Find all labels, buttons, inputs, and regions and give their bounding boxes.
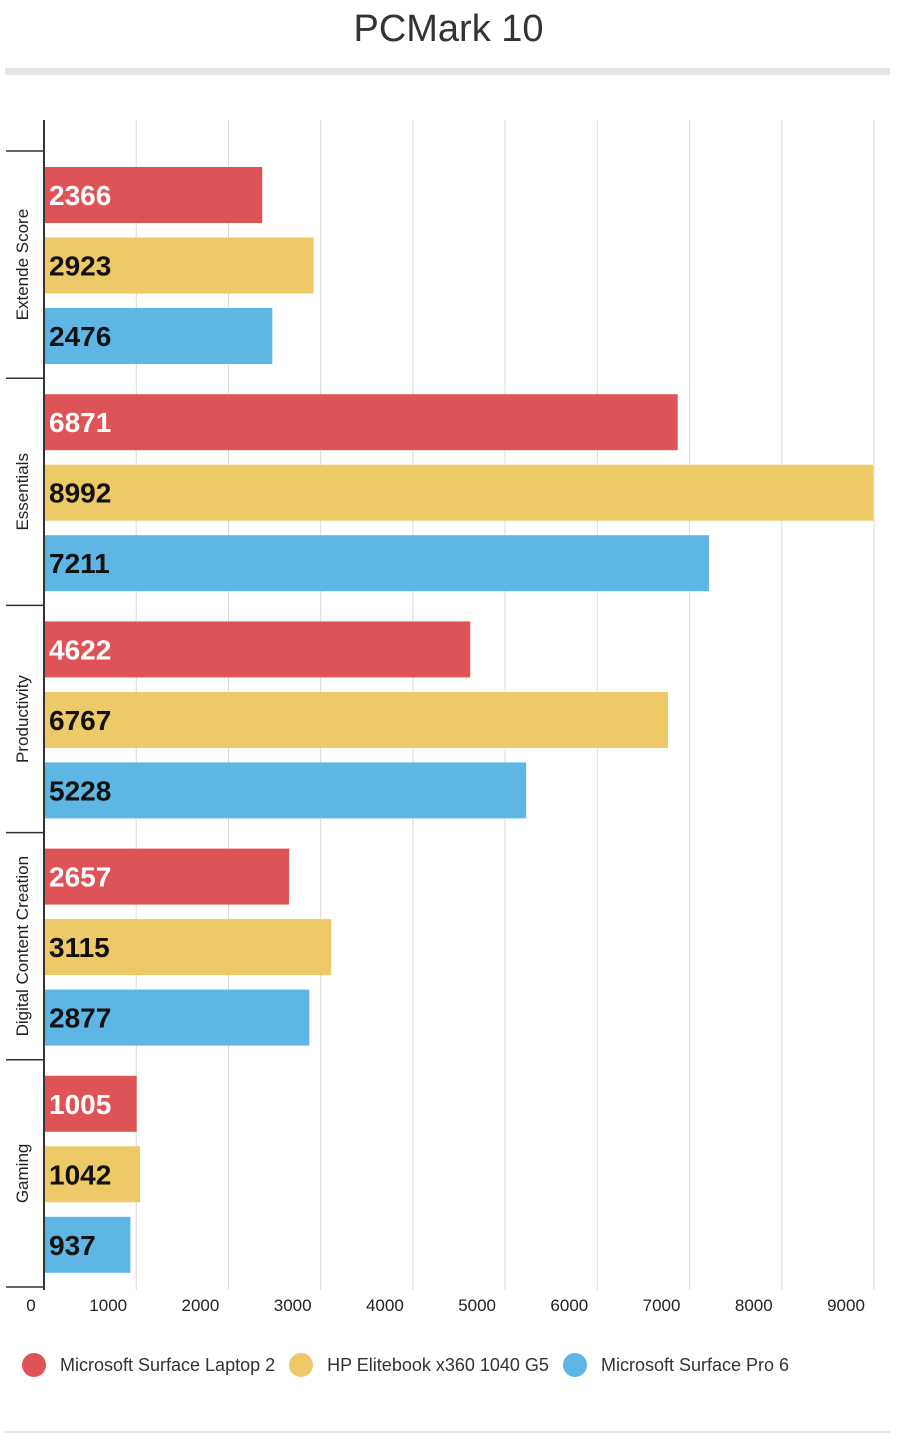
bar-value-label: 3115 [49,932,110,963]
category-label: Extende Score [13,209,32,321]
bar [44,621,471,678]
bar-value-label: 2476 [49,321,111,352]
bar [44,308,273,364]
bar-value-label: 2923 [49,251,111,282]
bar [44,1146,141,1203]
x-tick-label: 4000 [366,1296,404,1315]
x-tick-label: 6000 [550,1296,588,1315]
category-label: Essentials [13,453,32,530]
bar [44,762,527,819]
bar [44,535,710,592]
bar [44,848,290,905]
bar [44,464,874,521]
bar-value-label: 7211 [49,548,110,579]
x-tick-label: 5000 [458,1296,496,1315]
category-label: Productivity [13,675,32,763]
legend-item-surface-laptop-2[interactable]: Microsoft Surface Laptop 2 [22,1353,275,1377]
x-tick-label: 9000 [827,1296,865,1315]
category-label: Gaming [13,1144,32,1204]
x-tick-label: 2000 [182,1296,220,1315]
bottom-divider [5,1431,890,1433]
bar [44,394,678,451]
x-tick-label: 0 [26,1296,35,1315]
x-tick-label: 3000 [274,1296,312,1315]
legend-item-surface-pro-6[interactable]: Microsoft Surface Pro 6 [562,1353,790,1377]
bar-value-label: 8992 [49,478,111,509]
legend: Microsoft Surface Laptop 2 HP Elitebook … [22,1353,803,1377]
bar-value-label: 5228 [49,775,111,806]
chart-title: PCMark 10 [353,8,544,50]
legend-dot [289,1353,314,1377]
bar-value-label: 1042 [49,1159,111,1190]
title-divider [5,68,890,75]
legend-label: HP Elitebook x360 1040 G5 [327,1354,549,1375]
legend-dot [562,1353,587,1377]
bar [44,167,263,223]
bar-chart: 2366 2923 2476 6871 8992 7211 4622 6767 5228 2657… [6,120,875,1315]
legend-label: Microsoft Surface Laptop 2 [60,1354,276,1375]
bar-value-label: 2366 [49,180,111,211]
bar [44,1075,137,1132]
x-tick-label: 7000 [643,1296,681,1315]
bar-value-label: 937 [49,1230,96,1261]
bar-value-label: 1005 [49,1089,111,1120]
bar-value-label: 6871 [49,407,111,438]
bar [44,989,310,1046]
bar-value-label: 6767 [49,705,111,736]
bar-value-label: 2657 [49,862,111,893]
bar-value-label: 2877 [49,1003,111,1034]
bar [44,237,314,294]
bar [44,919,332,976]
legend-item-hp-elitebook[interactable]: HP Elitebook x360 1040 G5 [289,1353,549,1377]
legend-dot [22,1353,46,1377]
legend-label: Microsoft Surface Pro 6 [600,1354,790,1375]
bar-value-label: 4622 [49,634,111,665]
x-tick-label: 1000 [89,1296,127,1315]
bar [44,1216,131,1273]
bar [44,691,669,748]
x-tick-label: 8000 [735,1296,773,1315]
category-label: Digital Content Creation [13,856,32,1036]
